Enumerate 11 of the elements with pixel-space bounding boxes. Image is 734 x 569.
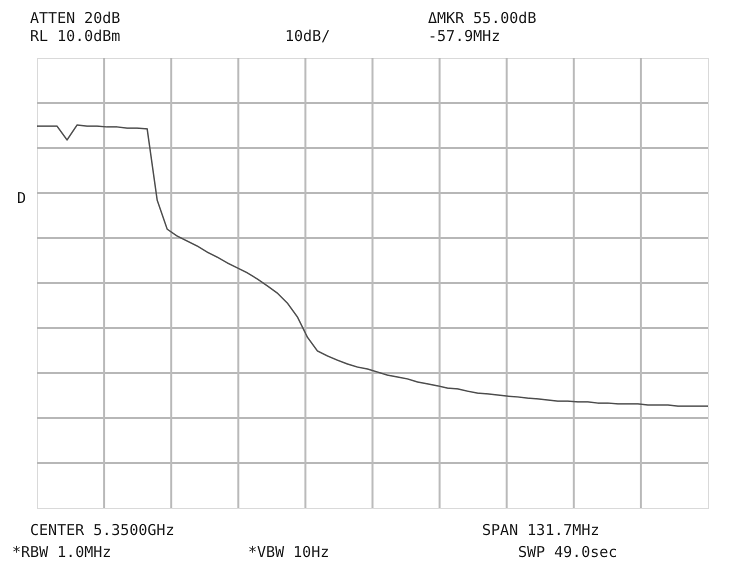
text: RL 10.0dBm xyxy=(30,27,120,45)
text: ΔMKR 55.00dB xyxy=(428,9,536,27)
text: D xyxy=(17,189,26,207)
text: CENTER 5.3500GHz xyxy=(30,521,174,539)
text: -57.9MHz xyxy=(428,27,500,45)
text: 10dB/ xyxy=(285,27,330,45)
text: *RBW 1.0MHz xyxy=(12,543,112,561)
text: SPAN 131.7MHz xyxy=(482,521,600,539)
text: ATTEN 20dB xyxy=(30,9,120,27)
text: *VBW 10Hz xyxy=(248,543,330,561)
text: SWP 49.0sec xyxy=(518,543,618,561)
